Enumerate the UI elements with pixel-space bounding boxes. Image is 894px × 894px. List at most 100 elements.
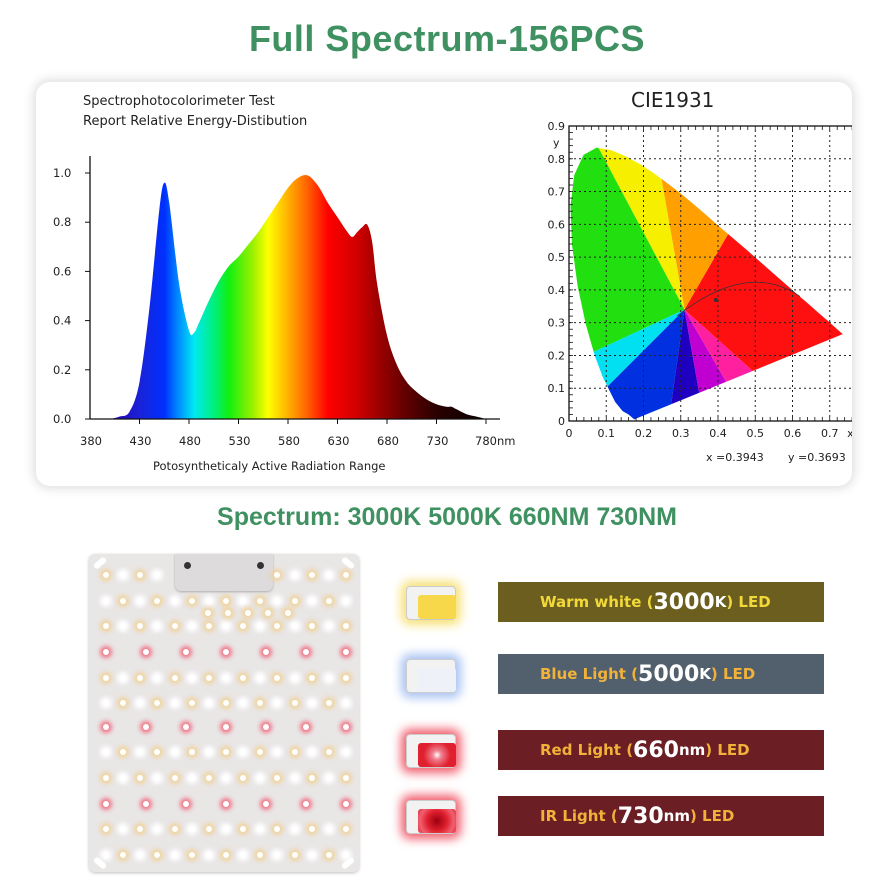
red-led [343,801,349,807]
cool-white-led [188,826,195,832]
warm-white-led [103,623,109,629]
red-led [343,724,349,730]
led-label-unit: K [699,665,711,683]
cool-white-led [154,775,161,781]
warm-white-led [137,623,144,629]
warm-white-led [188,598,195,604]
mount-hole [92,856,108,870]
cool-white-led [325,826,332,832]
mount-hole [92,556,108,570]
cool-white-led [223,675,229,681]
cool-white-led [205,749,212,755]
chromaticity-point [713,297,718,302]
warm-white-led [343,623,349,629]
cie-chart-title: CIE1931 [631,88,715,112]
cool-white-led [154,623,161,629]
cool-white-led [188,623,195,629]
cie-chart: 0 0.1 0.2 0.3 0.4 0.5 0.6 0.7 0.8 0.9 y 0 0.1 0.2 0.3 0… [548,120,852,464]
cool-white-led [308,852,315,858]
red-led [303,801,309,807]
cool-white-led [308,700,315,706]
led-label-value: 730 [617,803,664,829]
warm-white-led [274,572,281,578]
led-label-prefix: Red Light ( [540,741,634,759]
cool-white-led [257,623,264,629]
warm-white-led [308,826,315,832]
red-led [183,724,189,730]
cool-white-led [120,623,127,629]
spectrum-area [99,175,487,420]
y-tick-label: 0.9 [548,120,566,133]
y-tick-label: 0 [558,415,565,428]
warm-white-led [188,852,195,858]
cool-white-led [171,598,178,604]
warm-white-led [291,598,298,604]
warm-white-led [120,852,127,858]
warm-white-led [257,852,264,858]
chart-panel: Spectrophotocolorimeter Test Report Rela… [36,82,852,486]
x-tick-label: 680 [377,434,399,448]
cool-white-led [137,852,144,858]
cool-white-led [343,852,349,858]
red-led [263,649,269,655]
cool-white-led [291,572,298,578]
page-title: Full Spectrum-156PCS [248,18,646,59]
warm-white-led [120,598,127,604]
cool-white-led [188,675,195,681]
cool-white-led [154,572,161,578]
warm-white-led [343,826,349,832]
warm-white-led [325,700,332,706]
cool-white-led [171,700,178,706]
ir-light-led-chip-icon [400,796,460,836]
spectrum-chart: 0.0 0.2 0.4 0.6 0.8 1.0 380 430 480 530 580 630 680 7… [53,156,515,473]
led-label-suffix: ) LED [705,741,750,759]
y-tick-label: 0.5 [548,251,566,264]
mount-hole [340,856,356,870]
warm-white-led [103,775,109,781]
led-label-value: 3000 [653,589,715,615]
x-tick-label: 480 [179,434,201,448]
x-tick-label: 0.6 [784,427,802,440]
x-tick-label: 630 [328,434,350,448]
cie-gamut [570,147,843,420]
warm-white-led [291,852,298,858]
cool-white-led [223,623,229,629]
cool-white-led [240,749,247,755]
cool-white-led [223,775,229,781]
led-label-unit: nm [678,741,706,759]
warm-white-led [137,826,144,832]
red-led [303,649,309,655]
warm-white-led [325,598,332,604]
led-label-unit: nm [663,807,690,825]
cool-white-led [120,775,127,781]
led-label-prefix: Warm white ( [540,593,654,611]
spectrum-subtitle: Spectrum: 3000K 5000K 660NM 730NM [217,503,677,531]
blue-light-label-bar: Blue Light (5000 K) LED [498,654,824,694]
screw-icon [184,562,191,569]
x-tick-label: 430 [130,434,152,448]
cool-white-led [257,775,264,781]
y-tick-label: 0.7 [548,186,566,199]
warm-white-led [245,610,251,616]
y-tick-label: 0.0 [53,412,71,426]
warm-white-led [137,675,144,681]
red-led [103,724,109,730]
cool-white-led [274,852,281,858]
warm-white-led-chip-icon [400,582,460,622]
warm-white-led [205,623,212,629]
planckian-locus [676,281,801,317]
red-led [143,649,149,655]
cool-white-led [205,700,212,706]
warm-white-led [171,675,178,681]
warm-white-led [257,749,264,755]
x-tick-label: 0 [566,427,573,440]
y-tick-label: 0.2 [548,349,566,362]
cool-white-led [154,675,161,681]
cool-white-led [188,775,195,781]
warm-white-led [225,610,231,616]
led-label-prefix: IR Light ( [540,807,618,825]
x-axis-label: x [847,427,852,440]
warm-white-led [308,775,315,781]
warm-white-led [154,749,161,755]
red-led [103,649,109,655]
